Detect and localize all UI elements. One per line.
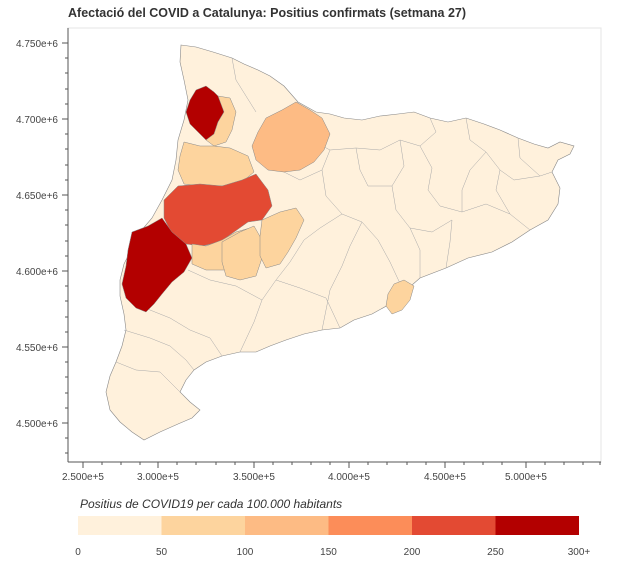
region-baix-camp-coast[interactable] — [385, 279, 415, 315]
legend-swatch-100-150 — [245, 516, 329, 535]
x-tick-label: 3.500e+5 — [233, 472, 275, 483]
legend-colorbar — [78, 516, 579, 535]
y-tick-labels: 4.750e+6 4.700e+6 4.650e+6 4.600e+6 4.55… — [16, 39, 58, 430]
x-tick-label: 4.500e+5 — [424, 472, 466, 483]
legend-label: 50 — [156, 547, 168, 558]
legend-label: 0 — [75, 547, 81, 558]
region-catalonia-base[interactable] — [105, 44, 575, 441]
region-segarra[interactable] — [259, 207, 305, 269]
x-tick-label: 3.000e+5 — [137, 472, 179, 483]
legend-label: 200 — [404, 547, 421, 558]
x-tick-label: 4.000e+5 — [328, 472, 370, 483]
legend-swatch-0-50 — [78, 516, 162, 535]
legend-label: 300+ — [568, 547, 591, 558]
x-tick-labels: 2.500e+5 3.000e+5 3.500e+5 4.000e+5 4.50… — [62, 472, 547, 483]
region-urgell[interactable] — [221, 225, 263, 281]
legend-swatch-250-300 — [495, 516, 579, 535]
legend-swatch-200-250 — [412, 516, 496, 535]
legend-title: Positius de COVID19 per cada 100.000 hab… — [80, 497, 343, 511]
region-baix-cinca[interactable] — [121, 217, 193, 313]
legend-label: 150 — [320, 547, 337, 558]
x-tick-label: 2.500e+5 — [62, 472, 104, 483]
legend-swatch-150-200 — [328, 516, 412, 535]
legend-label: 250 — [487, 547, 504, 558]
x-tick-label: 5.000e+5 — [505, 472, 547, 483]
y-tick-label: 4.500e+6 — [16, 419, 58, 430]
x-axis — [68, 461, 601, 468]
y-tick-label: 4.550e+6 — [16, 343, 58, 354]
legend-labels: 0 50 100 150 200 250 300+ — [75, 547, 590, 558]
y-tick-label: 4.700e+6 — [16, 115, 58, 126]
y-tick-label: 4.650e+6 — [16, 191, 58, 202]
page-title: Afectació del COVID a Catalunya: Positiu… — [68, 6, 467, 20]
y-tick-label: 4.750e+6 — [16, 39, 58, 50]
legend-label: 100 — [237, 547, 254, 558]
region-pallars-sobira[interactable] — [251, 101, 331, 173]
y-tick-label: 4.600e+6 — [16, 267, 58, 278]
legend-swatch-50-100 — [161, 516, 245, 535]
y-axis — [62, 28, 69, 462]
